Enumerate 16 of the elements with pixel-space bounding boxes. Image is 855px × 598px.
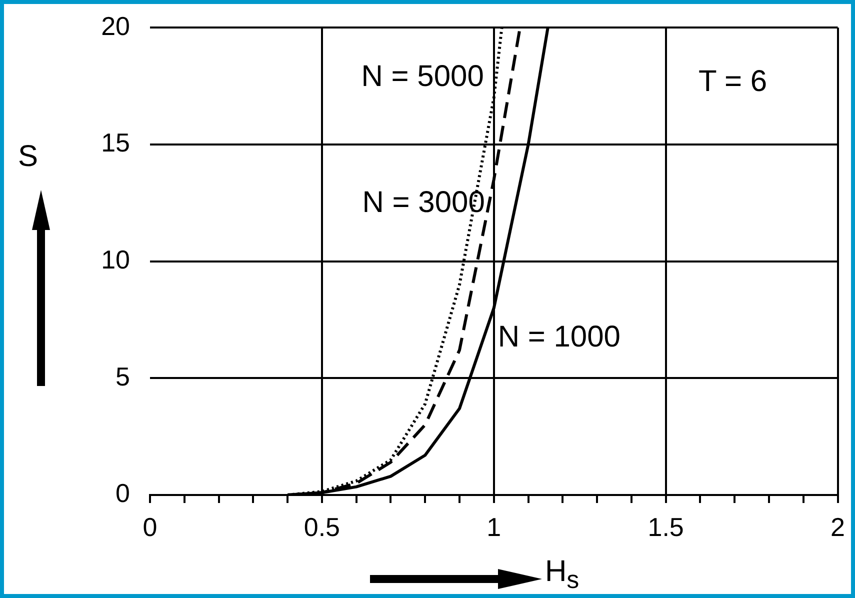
y-tick-label: 0 — [116, 478, 130, 508]
x-tick-label: 0 — [142, 512, 158, 542]
series-label: N = 3000 — [362, 186, 485, 219]
annotation: T = 6 — [698, 64, 768, 98]
y-tick-label: 20 — [101, 10, 130, 41]
series-label: N = 5000 — [361, 60, 484, 93]
x-axis-title: H$_{s}$ — [545, 555, 580, 595]
x-tick-label: 1.5 — [648, 512, 684, 542]
x-tick-label: 1 — [486, 512, 502, 542]
y-tick-label: 15 — [101, 128, 130, 158]
x-tick-label: 0.5 — [304, 512, 340, 542]
y-tick-label: 5 — [116, 361, 130, 392]
x-tick-label: 2 — [830, 512, 846, 542]
y-tick-label: 10 — [101, 244, 130, 274]
y-axis-title: S — [18, 140, 38, 174]
series-label: N = 1000 — [498, 320, 620, 354]
